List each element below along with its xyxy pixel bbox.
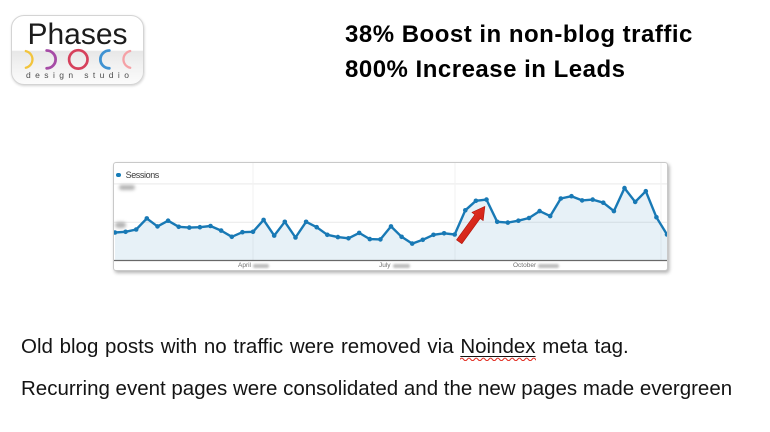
data-point [409, 241, 415, 246]
data-point [399, 234, 404, 240]
data-point [494, 219, 500, 225]
logo-wordmark: Phases [27, 18, 128, 51]
data-point [420, 237, 426, 243]
data-point [463, 208, 468, 213]
x-tick-october: October [513, 262, 560, 269]
waning-crescent-moon-icon [122, 49, 132, 69]
data-point [664, 232, 667, 237]
data-point [155, 224, 160, 229]
data-point [314, 224, 319, 230]
data-point [282, 219, 288, 225]
phases-logo: Phases design studio [11, 15, 144, 85]
data-point [229, 234, 235, 240]
data-point [441, 231, 447, 236]
data-point [537, 208, 542, 214]
moon-phases-icons [24, 48, 132, 70]
data-point [356, 230, 362, 236]
last-quarter-moon-icon [99, 49, 111, 70]
redacted-date-july [392, 263, 410, 268]
spellcheck-squiggle-icon [460, 357, 536, 362]
data-point [643, 188, 649, 194]
data-point [547, 213, 553, 219]
data-point [293, 235, 298, 240]
red-arrow-annotation [456, 206, 486, 244]
chart-legend: Sessions [116, 170, 159, 180]
data-point [303, 219, 309, 225]
analytics-sessions-chart: Sessions April July October [113, 162, 668, 271]
headline-line-2: 800% Increase in Leads [345, 55, 626, 83]
data-point [367, 236, 373, 242]
data-point [187, 225, 192, 230]
data-point [431, 232, 436, 238]
data-point [388, 224, 394, 229]
body-text-line-1: Old blog posts with no traffic were remo… [21, 335, 629, 362]
noindex-underlined: Noindex [460, 335, 536, 362]
waxing-crescent-moon-icon [24, 49, 34, 69]
data-point [473, 198, 479, 204]
sessions-area [115, 188, 667, 261]
sessions-chart-svg [114, 163, 667, 262]
data-point [590, 197, 595, 202]
redacted-y-axis-value-1 [118, 184, 135, 190]
data-point [218, 228, 224, 233]
data-point [133, 227, 139, 232]
data-point [208, 223, 213, 229]
data-point [516, 218, 521, 223]
data-point [165, 218, 171, 223]
data-point [123, 229, 128, 235]
x-tick-april: April [238, 262, 270, 269]
data-point [611, 208, 617, 214]
data-point [569, 193, 574, 199]
data-point [335, 234, 341, 240]
x-tick-july-text: July [379, 262, 391, 269]
headline-line-1: 38% Boost in non-blog traffic [345, 21, 693, 48]
data-point [144, 216, 150, 221]
data-point [484, 197, 489, 202]
data-point [346, 236, 351, 241]
body-line-1-prefix: Old blog posts with no traffic were remo… [21, 335, 461, 358]
data-point [601, 200, 606, 205]
data-point [452, 232, 458, 237]
legend-label: Sessions [125, 170, 160, 180]
data-point [250, 229, 256, 235]
x-tick-july: July [379, 262, 410, 269]
data-point [632, 199, 638, 205]
full-moon-icon [67, 48, 89, 70]
body-text-line-2: Recurring event pages were consolidated … [21, 377, 733, 400]
sessions-markers [114, 185, 667, 246]
data-point [622, 185, 627, 191]
x-tick-april-text: April [238, 262, 252, 269]
data-point [176, 224, 181, 230]
data-point [526, 215, 532, 221]
data-point [114, 230, 118, 235]
data-point [579, 198, 585, 203]
data-point [197, 224, 203, 230]
noindex-keyword: Noindex [460, 335, 536, 358]
data-point [378, 237, 383, 242]
data-point [271, 233, 277, 238]
logo-tagline: design studio [26, 70, 134, 80]
data-point [505, 220, 511, 225]
redacted-date-april [253, 263, 270, 268]
data-point [261, 217, 266, 223]
x-tick-october-text: October [513, 262, 537, 269]
data-point [325, 232, 330, 238]
redacted-y-axis-value-2 [114, 222, 126, 228]
first-quarter-moon-icon [45, 49, 57, 70]
legend-dot-icon [116, 172, 121, 178]
redacted-date-october [538, 263, 560, 268]
data-point [240, 229, 245, 235]
body-line-1-suffix: meta tag. [535, 335, 629, 358]
headline: 38% Boost in non-blog traffic 800% Incre… [345, 18, 693, 87]
data-point [558, 196, 564, 201]
x-axis-labels: April July October [114, 262, 667, 272]
chart-gridlines [114, 163, 667, 260]
data-point [654, 214, 659, 220]
